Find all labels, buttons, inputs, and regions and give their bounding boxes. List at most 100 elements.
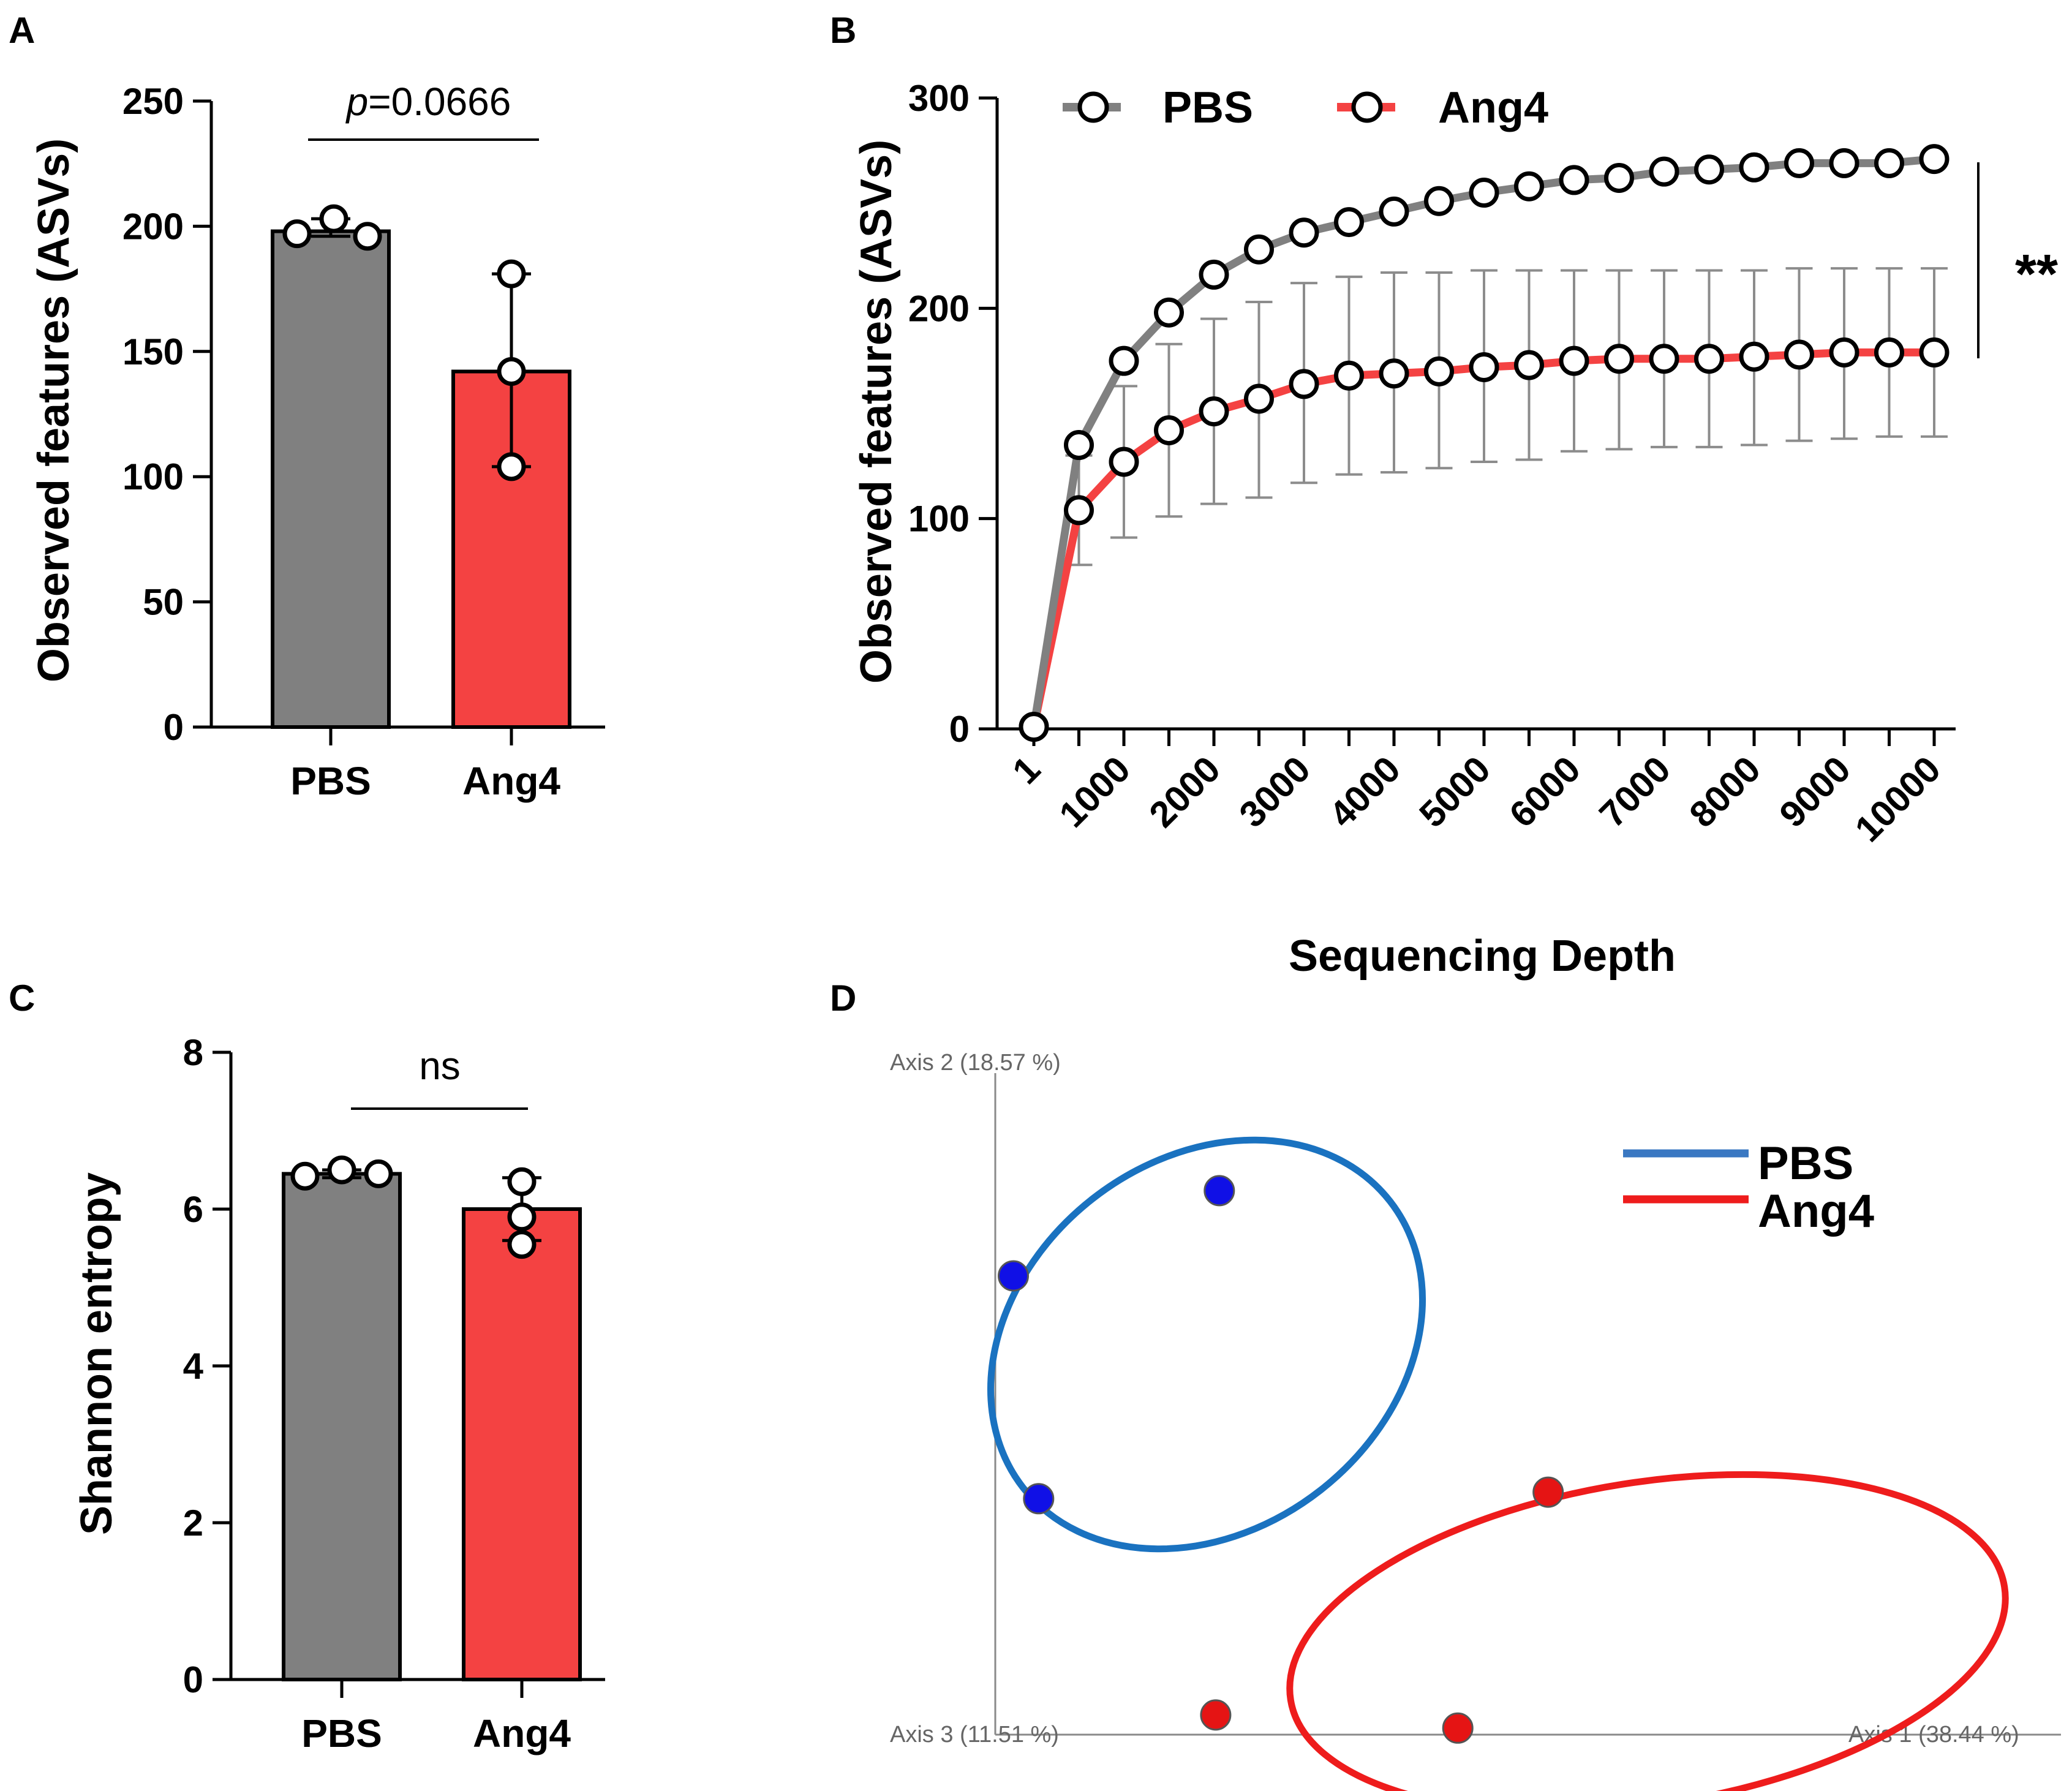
x-tick-label: 3000	[1231, 748, 1318, 835]
y-tick-label: 300	[908, 78, 970, 119]
x-tick-label: 4000	[1321, 748, 1408, 835]
legend-ang4-marker	[1351, 91, 1383, 123]
panel-c-axes: PBS Ang4	[229, 1052, 605, 1755]
y-tick-label: 200	[908, 288, 970, 329]
x-category-label-pbs: PBS	[301, 1711, 382, 1755]
x-tick-label: 1000	[1051, 748, 1138, 835]
panel-b-x-axis-title: Sequencing Depth	[1289, 932, 1676, 981]
point-ang4	[1739, 341, 1769, 372]
panel-c-ns-annotation: ns	[419, 1044, 461, 1088]
panel-b-line-chart: Observed features (ASVs) Sequencing Dept…	[852, 78, 2058, 981]
legend-pbs-label: PBS	[1162, 83, 1253, 132]
point-pbs	[1829, 148, 1859, 178]
panel-c-y-axis-title: Shannon entropy	[72, 1172, 121, 1535]
point-pbs	[1199, 259, 1229, 290]
pcoa-point-ang4	[1442, 1712, 1474, 1744]
data-point-ang4	[497, 357, 526, 386]
point-ang4	[1064, 495, 1094, 526]
point-ang4	[1379, 358, 1409, 389]
point-ang4	[1199, 396, 1229, 427]
pcoa-axis2-label: Axis 2 (18.57 %)	[890, 1050, 1061, 1076]
panel-b-y-ticks: 0 100 200 300	[908, 78, 997, 750]
pcoa-point-pbs	[1023, 1483, 1055, 1515]
point-pbs	[1694, 154, 1724, 185]
panel-a-y-ticks: 0 50 100 150 200 250	[122, 81, 211, 748]
point-ang4	[1784, 339, 1814, 370]
point-ang4	[1334, 360, 1364, 391]
y-tick-label: 50	[143, 582, 184, 623]
legend-pbs-marker	[1077, 91, 1109, 123]
y-tick-label: 100	[908, 499, 970, 540]
legend-d-pbs-label: PBS	[1758, 1137, 1853, 1190]
y-tick-label: 0	[949, 709, 970, 750]
point-ang4	[1604, 344, 1634, 374]
point-ang4	[1514, 350, 1544, 380]
pcoa-point-ang4	[1200, 1699, 1232, 1731]
x-category-label-pbs: PBS	[290, 759, 371, 803]
point-pbs	[1379, 196, 1409, 227]
y-tick-label: 4	[183, 1346, 204, 1387]
point-pbs	[1469, 178, 1499, 208]
point-pbs	[1919, 144, 1950, 175]
data-point-pbs	[353, 222, 382, 251]
legend-d-ang4-label: Ang4	[1758, 1185, 1874, 1237]
point-ang4	[1559, 345, 1589, 376]
legend-ang4-label: Ang4	[1438, 83, 1548, 132]
point-pbs	[1604, 162, 1634, 193]
bar-ang4	[462, 1207, 582, 1681]
panel-letter-c: C	[9, 978, 35, 1019]
panel-b-x-ticks: 1 1000 2000 3000 4000 5000 6000 7000 8000 9000100…	[1004, 729, 1948, 850]
point-ang4	[1694, 344, 1724, 374]
data-point-pbs	[290, 1161, 320, 1191]
x-tick-label: 8000	[1681, 748, 1768, 835]
panel-d-pcoa-plot: Axis 2 (18.57 %) Axis 3 (11.51 %) Axis 1…	[890, 1050, 2061, 1791]
pcoa-point-pbs	[998, 1260, 1029, 1292]
x-tick-label: 6000	[1501, 748, 1588, 835]
y-tick-label: 200	[122, 206, 184, 247]
panel-a-y-axis-title: Observed features (ASVs)	[29, 138, 78, 682]
data-point-pbs	[282, 219, 312, 249]
point-pbs	[1784, 148, 1814, 178]
point-ang4	[1289, 369, 1319, 399]
x-tick-label: 2000	[1141, 748, 1228, 835]
point-pbs	[1244, 234, 1274, 265]
panel-a-p-value-number: =0.0666	[368, 80, 511, 124]
point-pbs	[1739, 152, 1769, 183]
point-pbs	[1514, 171, 1544, 202]
point-ang4	[1019, 712, 1049, 742]
panel-b-axes	[995, 98, 1956, 731]
panel-b-series-points	[1019, 144, 1950, 742]
point-pbs	[1559, 165, 1589, 195]
panel-c-y-ticks: 0 2 4 6 8	[183, 1032, 231, 1700]
point-ang4	[1244, 383, 1274, 414]
pcoa-points	[998, 1175, 1564, 1744]
point-ang4	[1919, 337, 1950, 368]
panel-b-significance-stars: **	[2015, 244, 2058, 305]
x-category-label-ang4: Ang4	[473, 1711, 571, 1755]
data-point-pbs	[319, 204, 348, 233]
point-ang4	[1154, 415, 1184, 445]
data-point-ang4	[507, 1230, 537, 1259]
panel-a-axes: PBS Ang4	[209, 101, 605, 803]
panel-c-bars	[282, 1155, 582, 1681]
point-ang4	[1649, 344, 1679, 374]
point-ang4	[1874, 337, 1904, 368]
point-ang4	[1469, 352, 1499, 382]
pbs-group-ellipse	[987, 1136, 1426, 1553]
x-tick-label: 5000	[1411, 748, 1498, 835]
data-point-ang4	[497, 259, 526, 288]
ang4-group-ellipse	[1286, 1471, 2009, 1791]
y-tick-label: 250	[122, 81, 184, 122]
data-point-ang4	[497, 452, 526, 481]
point-pbs	[1109, 345, 1139, 376]
point-pbs	[1064, 430, 1094, 460]
panel-a-p-italic: p	[345, 80, 369, 124]
y-tick-label: 0	[164, 707, 184, 748]
x-tick-label: 10000	[1847, 748, 1948, 850]
data-point-ang4	[507, 1167, 537, 1196]
point-pbs	[1289, 217, 1319, 248]
pcoa-point-ang4	[1532, 1476, 1564, 1508]
y-tick-label: 6	[183, 1189, 203, 1230]
pcoa-axis1-label: Axis 1 (38.44 %)	[1848, 1722, 2019, 1748]
